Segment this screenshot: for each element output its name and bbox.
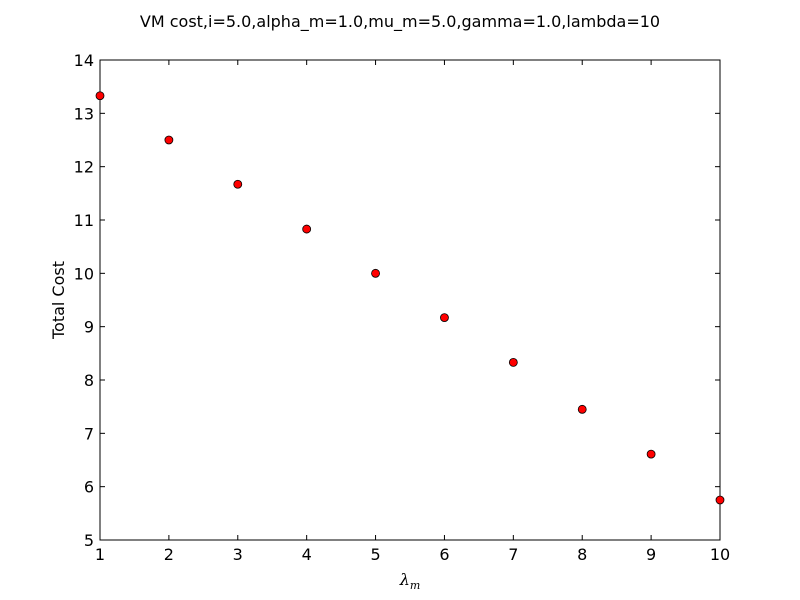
y-tick-label-6: 11: [74, 211, 94, 230]
data-point-0-2: [233, 179, 243, 189]
y-tick-label-3: 8: [84, 371, 94, 390]
x-tick-label-7: 8: [577, 545, 587, 564]
axis-ticks: [99, 59, 721, 541]
y-axis-label: Total Cost: [49, 261, 68, 340]
data-point-0-9: [715, 495, 725, 505]
data-point-0-6: [508, 357, 518, 367]
x-axis-label-main: λ: [399, 570, 410, 589]
data-point-0-1: [164, 135, 174, 145]
data-point-0-3: [302, 224, 312, 234]
data-point-0-7: [577, 404, 587, 414]
data-point-0-5: [440, 313, 449, 323]
x-tick-label-0: 1: [95, 545, 105, 564]
x-tick-label-6: 7: [508, 545, 518, 564]
chart-title: VM cost,i=5.0,alpha_m=1.0,mu_m=5.0,gamma…: [140, 12, 660, 32]
x-tick-label-1: 2: [164, 545, 174, 564]
x-tick-label-8: 9: [646, 545, 656, 564]
x-axis-label: λm: [399, 570, 421, 592]
data-point-0-4: [371, 268, 380, 278]
x-axis-label-subscript: m: [410, 579, 420, 592]
data-points: [95, 91, 725, 505]
plot-area: [99, 59, 721, 541]
y-tick-label-2: 7: [84, 424, 94, 443]
y-tick-label-9: 14: [74, 51, 94, 70]
y-tick-label-0: 5: [84, 531, 94, 550]
y-tick-label-4: 9: [84, 318, 94, 337]
x-tick-label-9: 10: [710, 545, 730, 564]
x-tick-label-3: 4: [302, 545, 312, 564]
x-tick-label-4: 5: [370, 545, 380, 564]
x-tick-label-5: 6: [439, 545, 449, 564]
y-tick-label-1: 6: [84, 478, 94, 497]
y-tick-label-5: 10: [74, 264, 94, 283]
data-point-0-0: [95, 91, 105, 101]
data-point-0-8: [646, 449, 656, 459]
x-tick-label-2: 3: [233, 545, 243, 564]
y-tick-label-7: 12: [74, 158, 94, 177]
y-tick-label-8: 13: [74, 104, 94, 123]
